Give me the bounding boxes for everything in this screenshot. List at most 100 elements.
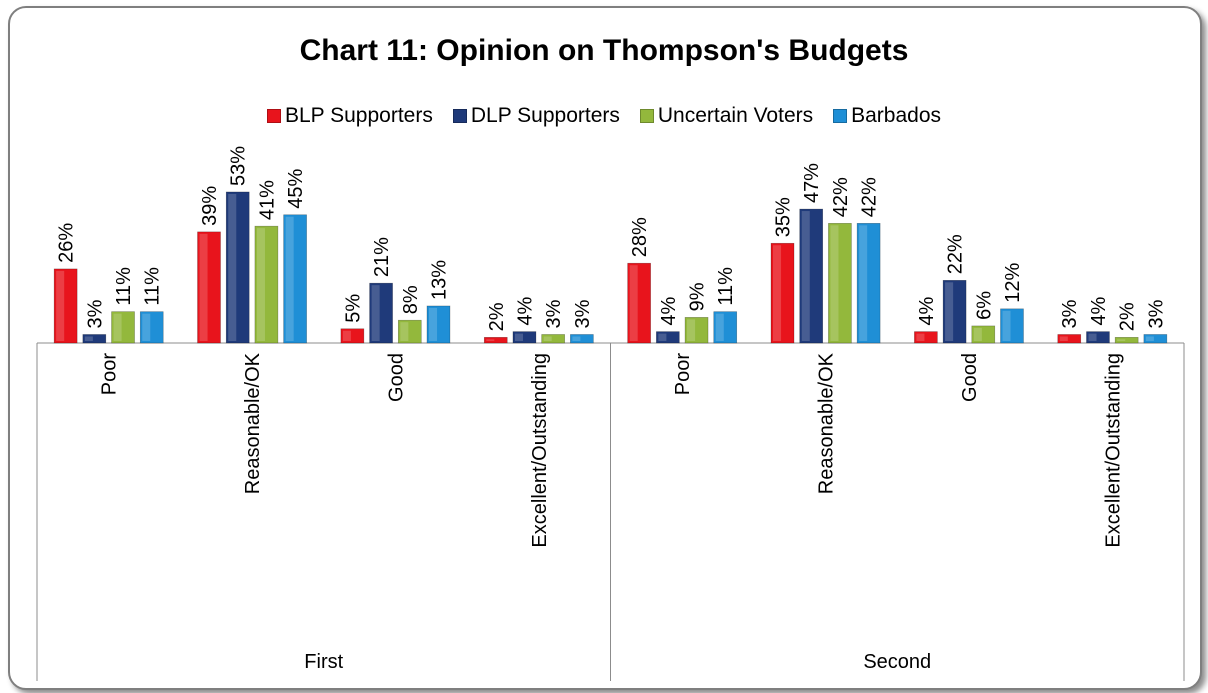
legend-swatch	[639, 109, 654, 123]
bar-highlight	[572, 336, 581, 341]
bar-highlight	[285, 216, 294, 341]
legend-item-dlp: DLP Supporters	[452, 104, 620, 128]
bar	[1114, 336, 1139, 344]
bar	[225, 191, 250, 344]
bar	[942, 279, 967, 344]
data-label: 3%	[1059, 299, 1081, 328]
bar-highlight	[1117, 339, 1126, 341]
bar	[799, 208, 824, 344]
bar	[483, 336, 508, 344]
data-label: 5%	[342, 294, 364, 323]
data-label: 3%	[543, 299, 565, 328]
bar	[369, 282, 393, 344]
bar-highlight	[142, 313, 151, 341]
legend-swatch	[266, 109, 281, 123]
data-label: 22%	[945, 234, 967, 274]
bar-highlight	[715, 313, 724, 341]
bar	[397, 319, 422, 344]
data-label: 3%	[84, 299, 106, 328]
data-label: 45%	[285, 169, 307, 209]
bar	[254, 225, 279, 344]
bar	[1086, 331, 1110, 344]
bar	[111, 311, 135, 344]
bar	[1057, 334, 1082, 344]
bar-highlight	[199, 233, 208, 341]
bar-highlight	[916, 333, 925, 341]
bar	[684, 317, 709, 344]
bar	[512, 331, 537, 344]
bar	[283, 214, 307, 344]
legend-label: Barbados	[851, 104, 942, 127]
bar-highlight	[371, 285, 380, 341]
data-label: 4%	[514, 296, 536, 325]
bar	[828, 223, 852, 344]
bar	[627, 262, 651, 344]
data-label: 3%	[1145, 299, 1167, 328]
category-label: Reasonable/OK	[242, 352, 264, 494]
bar-highlight	[687, 319, 696, 341]
bar	[1000, 308, 1024, 344]
bar	[541, 334, 565, 344]
data-label: 11%	[715, 267, 737, 306]
legend-item-uncertain: Uncertain Voters	[639, 104, 814, 128]
bar	[914, 331, 938, 344]
data-label: 21%	[371, 237, 393, 277]
data-label: 42%	[830, 177, 852, 217]
bar	[856, 223, 881, 344]
data-label: 4%	[658, 296, 680, 325]
data-label: 6%	[973, 291, 995, 320]
bar-highlight	[56, 270, 65, 341]
bar-highlight	[256, 228, 265, 341]
data-label: 2%	[1117, 302, 1139, 331]
category-label: Excellent/Outstanding	[529, 353, 551, 548]
legend-item-barbados: Barbados	[833, 104, 941, 128]
bar	[656, 331, 680, 344]
data-label: 42%	[859, 177, 881, 217]
bar-highlight	[486, 339, 495, 341]
data-label: 3%	[572, 299, 594, 328]
bar	[53, 268, 78, 344]
data-label: 12%	[1002, 263, 1024, 303]
category-label: Good	[959, 353, 981, 402]
bar-highlight	[945, 282, 954, 341]
bar-highlight	[1002, 310, 1011, 341]
bar-highlight	[84, 336, 93, 341]
data-label: 4%	[916, 296, 938, 325]
bar	[971, 325, 996, 344]
bar-highlight	[801, 211, 810, 341]
legend-label: Uncertain Voters	[657, 104, 814, 127]
data-label: 35%	[773, 197, 795, 237]
bar	[1143, 334, 1168, 344]
bar-highlight	[1088, 333, 1097, 341]
data-label: 4%	[1088, 296, 1110, 325]
data-label: 41%	[256, 180, 278, 220]
legend: BLP Supporters DLP Supporters Uncertain …	[0, 104, 1208, 128]
data-label: 53%	[228, 146, 250, 186]
chart-frame	[8, 6, 1202, 690]
bar-highlight	[773, 245, 782, 341]
bar	[82, 334, 107, 344]
category-label: Excellent/Outstanding	[1102, 353, 1124, 548]
data-label: 9%	[687, 282, 709, 311]
bar	[426, 305, 451, 344]
bar-highlight	[629, 265, 638, 341]
legend-swatch	[452, 109, 467, 123]
data-label: 13%	[428, 260, 450, 300]
bar-highlight	[228, 193, 237, 341]
group-label: First	[304, 651, 343, 673]
bar-highlight	[1145, 336, 1154, 341]
category-label: Poor	[99, 353, 121, 396]
category-label: Reasonable/OK	[816, 352, 838, 494]
bar-highlight	[342, 330, 351, 341]
bar	[340, 328, 365, 344]
legend-label: BLP Supporters	[284, 104, 433, 127]
bar	[713, 311, 738, 344]
bar	[570, 334, 594, 344]
bar-highlight	[113, 313, 122, 341]
data-label: 28%	[629, 217, 651, 257]
data-label: 39%	[199, 186, 221, 226]
bar-highlight	[428, 307, 438, 341]
legend-item-blp: BLP Supporters	[266, 104, 433, 128]
bar-highlight	[658, 333, 667, 341]
